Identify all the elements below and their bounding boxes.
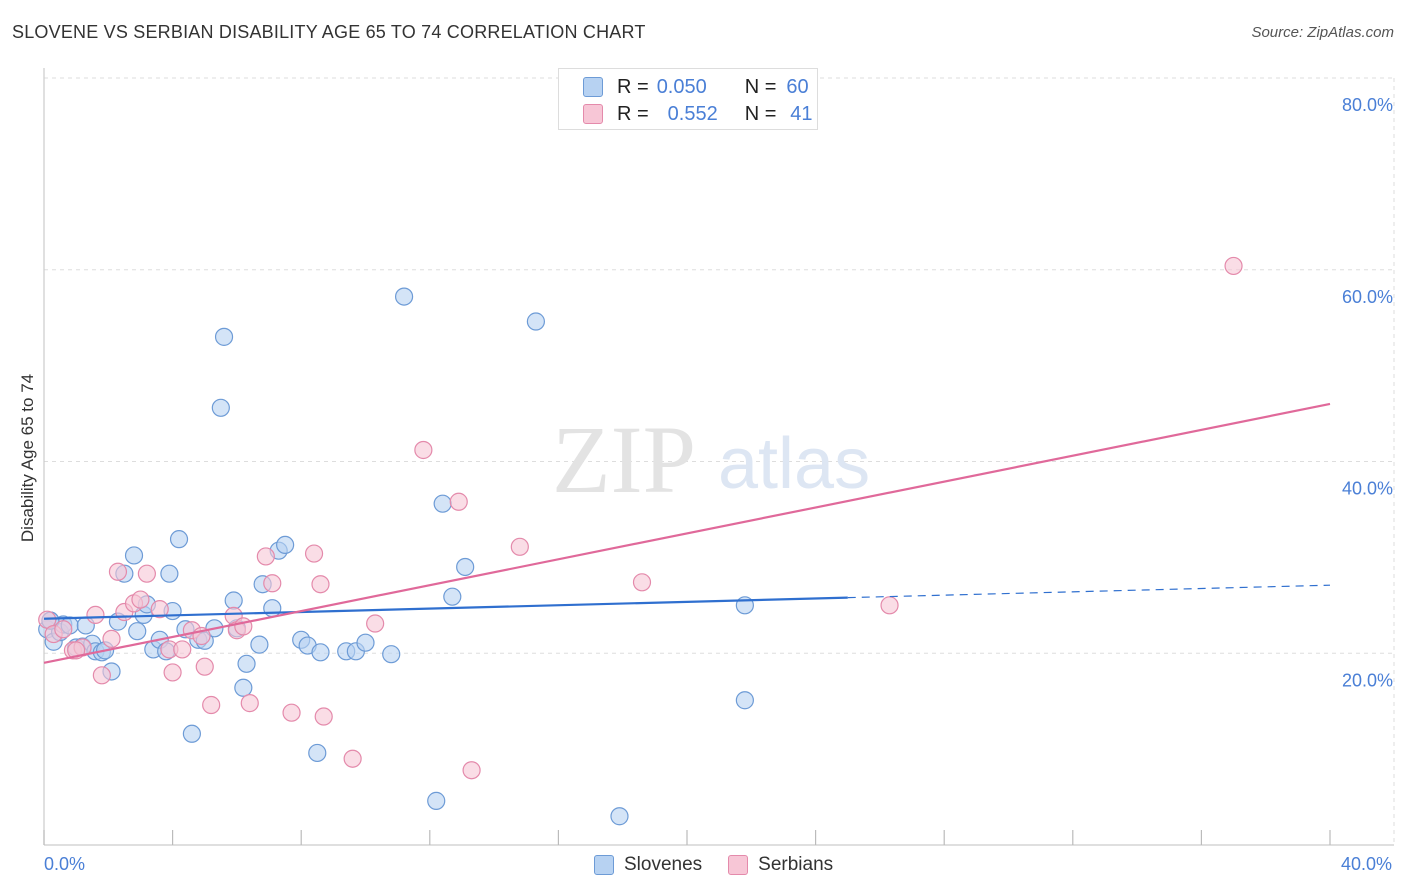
watermark: ZIP atlas (552, 406, 870, 513)
serbian-point (195, 657, 214, 676)
watermark-zip: ZIP (552, 406, 696, 513)
serbian-point (92, 666, 111, 685)
slovene-point (211, 398, 230, 417)
watermark-atlas: atlas (718, 424, 870, 504)
serbian-point (311, 575, 330, 594)
source-label: Source: ZipAtlas.com (1251, 24, 1394, 41)
serbian-point (343, 749, 362, 768)
serbian-point (108, 562, 128, 581)
serbians-n-value: 41 (790, 102, 813, 125)
serbian-point (54, 620, 73, 639)
y-tick-label: 40.0% (1342, 479, 1393, 499)
serbian-point (462, 761, 481, 780)
serbian-point (263, 574, 282, 593)
serbian-point (414, 440, 433, 460)
slovene-point (526, 312, 545, 331)
slovene-point (456, 557, 475, 577)
serbian-point (202, 695, 221, 715)
trend-lines (43, 402, 1331, 664)
serbian-point (510, 537, 529, 556)
chart-title: SLOVENE VS SERBIAN DISABILITY AGE 65 TO … (12, 22, 646, 42)
r-label: R = (617, 75, 649, 98)
slovenes-legend-swatch (594, 855, 614, 875)
slovene-point (382, 645, 401, 664)
serbian-point (240, 694, 259, 713)
slovene-point (427, 791, 446, 810)
slovene-point (443, 587, 462, 606)
slovene-point (250, 635, 269, 654)
slovene-point (124, 546, 144, 565)
slovenes-n-value: 60 (786, 75, 809, 98)
y-tick-label: 20.0% (1342, 670, 1393, 690)
slovene-point (214, 327, 234, 346)
legend-row-slovenes: R = 0.050 N = 60 (583, 75, 809, 99)
serbians-r-value: 0.552 (667, 102, 718, 125)
y-tick-label: 60.0% (1342, 287, 1393, 307)
slovene-point (169, 530, 189, 549)
serbian-point (1224, 256, 1243, 276)
slovene-point (237, 654, 256, 673)
serbian-point (282, 703, 301, 722)
serbian-point (880, 596, 899, 615)
slovene-point (433, 494, 452, 513)
slovene-point (128, 622, 147, 641)
x-tick-label: 40.0% (1341, 854, 1392, 874)
slovene-trend-line (43, 596, 848, 620)
slovene-point (356, 633, 375, 652)
serbian-point (256, 547, 275, 566)
slovenes-r-value: 0.050 (656, 75, 707, 98)
slovene-point (276, 535, 295, 555)
y-tick-label: 80.0% (1342, 95, 1393, 115)
slovene-point (735, 691, 754, 710)
slovene-point (610, 807, 629, 826)
legend-item-serbians[interactable]: Serbians (728, 854, 833, 876)
slovene-point (234, 678, 253, 697)
serbian-point (102, 629, 121, 648)
slovenes-swatch (583, 77, 603, 97)
slovene-point (182, 724, 201, 743)
slovene-trend-extension (847, 584, 1331, 599)
serbians-legend-label: Serbians (758, 854, 834, 875)
serbian-point (163, 663, 182, 682)
axes (43, 68, 1394, 846)
n-label: N = (744, 102, 777, 125)
slovene-point (263, 599, 282, 618)
series-legend: Slovenes Serbians (594, 852, 859, 878)
r-label: R = (617, 102, 649, 125)
serbian-point (131, 590, 150, 609)
serbians-legend-swatch (728, 855, 749, 875)
slovene-point (308, 743, 327, 763)
serbian-point (632, 573, 652, 592)
slovene-point (394, 287, 414, 306)
serbian-point (86, 605, 105, 625)
legend-item-slovenes[interactable]: Slovenes (594, 854, 702, 876)
serbian-point (137, 564, 156, 583)
serbian-point (150, 600, 169, 619)
serbians-swatch (583, 104, 603, 124)
serbian-trend-line (43, 402, 1331, 664)
n-label: N = (744, 75, 777, 98)
serbian-point (449, 492, 468, 511)
tick-labels: 20.0% 40.0% 60.0% 80.0% 0.0% 40.0% (44, 95, 1393, 874)
data-points (38, 256, 1243, 826)
serbian-point (304, 544, 324, 563)
x-tick-label: 0.0% (44, 854, 85, 874)
slovene-point (224, 591, 243, 610)
serbian-point (173, 640, 192, 659)
slovene-point (160, 564, 179, 583)
serbian-point (366, 614, 385, 633)
legend-row-serbians: R = 0.552 N = 41 (583, 102, 816, 126)
slovenes-legend-label: Slovenes (624, 854, 703, 875)
slovene-point (311, 643, 330, 662)
serbian-point (314, 707, 333, 726)
correlation-legend: R = 0.050 N = 60 R = 0.552 N = 41 (558, 68, 818, 130)
